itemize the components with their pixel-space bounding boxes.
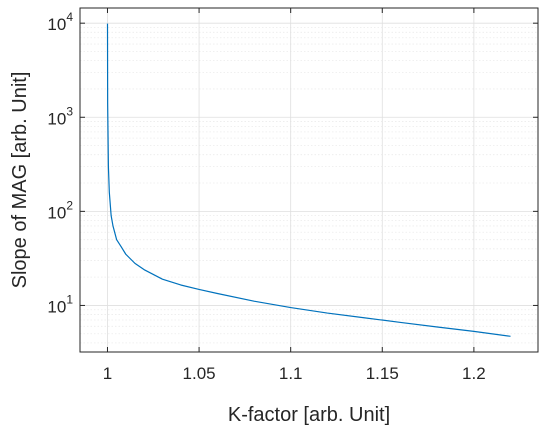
y-tick-label: 102	[47, 198, 73, 222]
x-tick-label: 1.05	[183, 364, 216, 383]
y-tick-label: 103	[47, 104, 73, 128]
y-axis-ticks: 101 102 103 104	[47, 10, 538, 316]
x-tick-label: 1.15	[366, 364, 399, 383]
y-axis-label: Slope of MAG [arb. Unit]	[9, 72, 31, 289]
x-tick-label: 1.1	[279, 364, 303, 383]
minor-grid	[80, 27, 538, 344]
plot-background	[80, 8, 538, 352]
x-axis-ticks: 1 1.05 1.1 1.15 1.2	[103, 8, 486, 383]
x-tick-label: 1	[103, 364, 112, 383]
y-tick-label: 101	[47, 292, 73, 316]
x-tick-label: 1.2	[462, 364, 486, 383]
y-tick-label: 104	[47, 10, 73, 34]
series-layer	[106, 23, 511, 337]
x-axis-label: K-factor [arb. Unit]	[228, 404, 390, 426]
plot-frame	[79, 7, 539, 353]
series-line	[106, 23, 511, 337]
